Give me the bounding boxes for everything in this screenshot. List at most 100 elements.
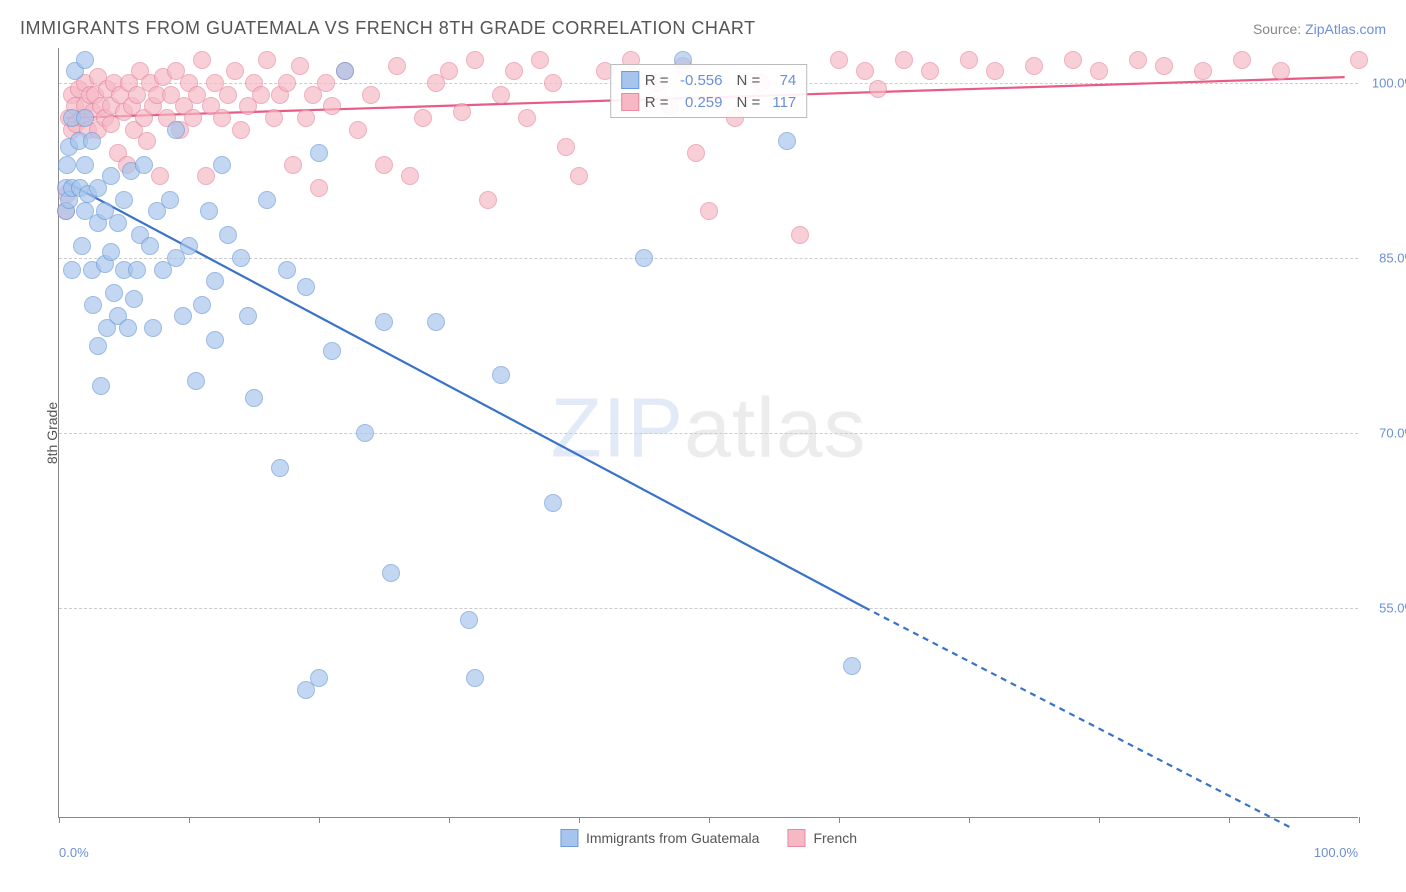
watermark: ZIPatlas	[550, 379, 866, 476]
data-point	[180, 237, 198, 255]
data-point	[258, 51, 276, 69]
data-point	[184, 109, 202, 127]
data-point	[89, 337, 107, 355]
data-point	[791, 226, 809, 244]
data-point	[414, 109, 432, 127]
stats-row-series2: R = 0.259 N = 117	[621, 91, 797, 113]
data-point	[427, 313, 445, 331]
source-attribution: Source: ZipAtlas.com	[1253, 21, 1386, 37]
chart-header: IMMIGRANTS FROM GUATEMALA VS FRENCH 8TH …	[20, 18, 1386, 39]
data-point	[895, 51, 913, 69]
data-point	[1350, 51, 1368, 69]
data-point	[466, 669, 484, 687]
data-point	[375, 156, 393, 174]
data-point	[531, 51, 549, 69]
data-point	[278, 261, 296, 279]
data-point	[297, 109, 315, 127]
data-point	[174, 307, 192, 325]
data-point	[76, 51, 94, 69]
data-point	[128, 261, 146, 279]
data-point	[830, 51, 848, 69]
data-point	[206, 331, 224, 349]
data-point	[401, 167, 419, 185]
data-point	[323, 97, 341, 115]
source-link[interactable]: ZipAtlas.com	[1305, 21, 1386, 37]
legend-swatch-series1	[560, 829, 578, 847]
legend-swatch-series2	[787, 829, 805, 847]
data-point	[492, 86, 510, 104]
data-point	[687, 144, 705, 162]
y-axis-title: 8th Grade	[44, 401, 60, 463]
data-point	[265, 109, 283, 127]
data-point	[505, 62, 523, 80]
data-point	[119, 319, 137, 337]
swatch-series2	[621, 93, 639, 111]
data-point	[440, 62, 458, 80]
data-point	[239, 307, 257, 325]
data-point	[73, 237, 91, 255]
data-point	[1155, 57, 1173, 75]
data-point	[187, 372, 205, 390]
stats-legend: R = -0.556 N = 74 R = 0.259 N = 117	[610, 64, 808, 118]
data-point	[278, 74, 296, 92]
data-point	[200, 202, 218, 220]
data-point	[232, 121, 250, 139]
data-point	[76, 156, 94, 174]
data-point	[1064, 51, 1082, 69]
data-point	[105, 284, 123, 302]
data-point	[453, 103, 471, 121]
data-point	[144, 319, 162, 337]
data-point	[206, 272, 224, 290]
data-point	[375, 313, 393, 331]
data-point	[291, 57, 309, 75]
data-point	[58, 156, 76, 174]
data-point	[161, 191, 179, 209]
data-point	[700, 202, 718, 220]
data-point	[1272, 62, 1290, 80]
data-point	[151, 167, 169, 185]
data-point	[479, 191, 497, 209]
data-point	[193, 51, 211, 69]
stats-row-series1: R = -0.556 N = 74	[621, 69, 797, 91]
data-point	[1129, 51, 1147, 69]
data-point	[356, 424, 374, 442]
data-point	[213, 156, 231, 174]
data-point	[869, 80, 887, 98]
data-point	[135, 156, 153, 174]
data-point	[388, 57, 406, 75]
data-point	[297, 278, 315, 296]
data-point	[109, 214, 127, 232]
data-point	[102, 167, 120, 185]
data-point	[284, 156, 302, 174]
data-point	[1025, 57, 1043, 75]
data-point	[271, 459, 289, 477]
data-point	[1194, 62, 1212, 80]
data-point	[252, 86, 270, 104]
data-point	[544, 494, 562, 512]
data-point	[197, 167, 215, 185]
swatch-series1	[621, 71, 639, 89]
data-point	[115, 191, 133, 209]
data-point	[63, 261, 81, 279]
data-point	[362, 86, 380, 104]
data-point	[193, 296, 211, 314]
data-point	[219, 226, 237, 244]
data-point	[167, 121, 185, 139]
legend-item-series2: French	[787, 829, 857, 847]
chart-title: IMMIGRANTS FROM GUATEMALA VS FRENCH 8TH …	[20, 18, 756, 39]
data-point	[1090, 62, 1108, 80]
data-point	[92, 377, 110, 395]
bottom-legend: Immigrants from Guatemala French	[560, 829, 857, 847]
data-point	[336, 62, 354, 80]
data-point	[83, 132, 101, 150]
data-point	[570, 167, 588, 185]
data-point	[544, 74, 562, 92]
data-point	[518, 109, 536, 127]
scatter-plot: 8th Grade ZIPatlas 55.0%70.0%85.0%100.0%…	[58, 48, 1358, 818]
data-point	[466, 51, 484, 69]
data-point	[856, 62, 874, 80]
data-point	[310, 144, 328, 162]
data-point	[226, 62, 244, 80]
data-point	[258, 191, 276, 209]
data-point	[1233, 51, 1251, 69]
